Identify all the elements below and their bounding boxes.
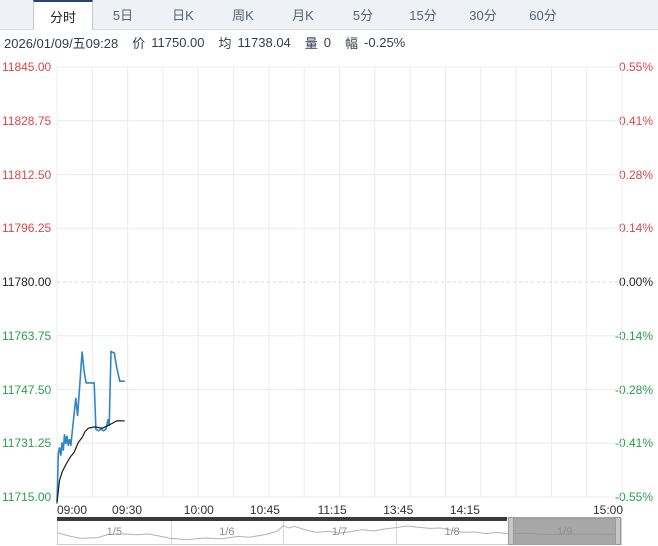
percent-axis-label: -0.55% <box>614 490 653 504</box>
price-axis-label: 11812.50 <box>2 167 52 182</box>
selection-handle-left[interactable] <box>508 517 515 545</box>
percent-axis-label: 0.55% <box>618 60 653 74</box>
percent-axis-label: 0.41% <box>618 113 653 128</box>
selection-handle-right[interactable] <box>614 517 621 545</box>
tab-1[interactable]: 分时 <box>33 0 93 30</box>
price-axis-label: 11828.75 <box>2 113 52 128</box>
date-navigator[interactable]: 1/5 1/6 1/7 1/8 1/9 <box>57 517 622 545</box>
tab-8[interactable]: 30分 <box>469 8 497 23</box>
navigator-divider <box>170 519 172 544</box>
navigator-divider <box>283 519 285 544</box>
navigator-selection[interactable] <box>508 517 621 545</box>
percent-axis-label: 0.28% <box>618 167 653 182</box>
percent-axis-label: -0.28% <box>614 382 653 397</box>
price-axis-label: 11715.00 <box>2 490 52 504</box>
time-label: 09:00 <box>57 503 88 517</box>
plot-area[interactable] <box>56 55 623 507</box>
navigator-date-1-9[interactable]: 1/9 <box>557 525 573 538</box>
price-axis-label: 11845.00 <box>2 60 52 74</box>
tab-2[interactable]: 5日 <box>112 8 134 23</box>
datetime-label: 2026/01/09/五09:28 <box>4 36 119 51</box>
time-label: 13:45 <box>383 503 414 517</box>
price-axis-label: 11780.00 <box>2 275 52 289</box>
tab-6[interactable]: 5分 <box>352 8 374 23</box>
percent-axis-label: -0.41% <box>614 436 653 451</box>
percent-axis-label: -0.14% <box>614 328 653 343</box>
navigator-divider <box>395 519 397 544</box>
percent-axis-label: 0.14% <box>618 221 653 236</box>
price-line <box>56 350 125 504</box>
tab-7[interactable]: 15分 <box>409 8 437 23</box>
price-axis-label: 11796.25 <box>2 221 52 236</box>
navigator-date-1-6[interactable]: 1/6 <box>219 525 235 538</box>
time-label: 10:45 <box>249 503 280 517</box>
info-bar: 2026/01/09/五09:28 价 11750.00 均 11738.04 … <box>0 30 658 55</box>
time-label: 14:15 <box>449 503 480 517</box>
avg-label: 均 <box>218 36 232 51</box>
average-line <box>56 420 125 503</box>
tab-3[interactable]: 日K <box>172 8 194 23</box>
price-value: 11750.00 <box>151 35 205 50</box>
percent-axis-label: 0.00% <box>618 275 653 289</box>
price-label: 价 <box>132 36 146 51</box>
change-label: 幅 <box>345 36 359 51</box>
change-value: -0.25% <box>364 35 406 50</box>
navigator-row: 1/5 1/6 1/7 1/8 1/9 <box>0 517 658 546</box>
navigator-date-1-7[interactable]: 1/7 <box>331 525 348 538</box>
avg-value: 11738.04 <box>237 35 291 50</box>
intraday-chart[interactable]: 11845.00 0.55% 11828.75 0.41% 11812.50 0.28% 1… <box>0 55 658 504</box>
volume-label: 量 <box>304 36 318 51</box>
volume-value: 0 <box>323 35 332 50</box>
price-axis-label: 11731.25 <box>2 436 52 451</box>
time-label: 11:15 <box>317 503 347 517</box>
price-axis-label: 11763.75 <box>2 328 52 343</box>
time-label: 10:00 <box>183 503 214 517</box>
navigator-sparkline <box>58 525 621 541</box>
navigator-date-1-8[interactable]: 1/8 <box>444 525 460 538</box>
time-label: 09:30 <box>112 503 143 517</box>
navigator-date-1-5[interactable]: 1/5 <box>106 525 122 538</box>
navigator-scroll-bar[interactable] <box>57 517 508 521</box>
tab-4[interactable]: 周K <box>232 8 254 23</box>
price-axis-label: 11747.50 <box>2 382 52 397</box>
tab-5[interactable]: 月K <box>292 8 314 23</box>
time-label: 15:00 <box>592 503 623 517</box>
tab-9[interactable]: 60分 <box>529 8 557 23</box>
time-axis: 09:00 09:30 10:00 10:45 11:15 13:45 14:15 15:00 <box>0 502 658 518</box>
tab-bar: 分时 5日 日K 周K 月K 5分 15分 30分 60分 <box>0 0 658 30</box>
